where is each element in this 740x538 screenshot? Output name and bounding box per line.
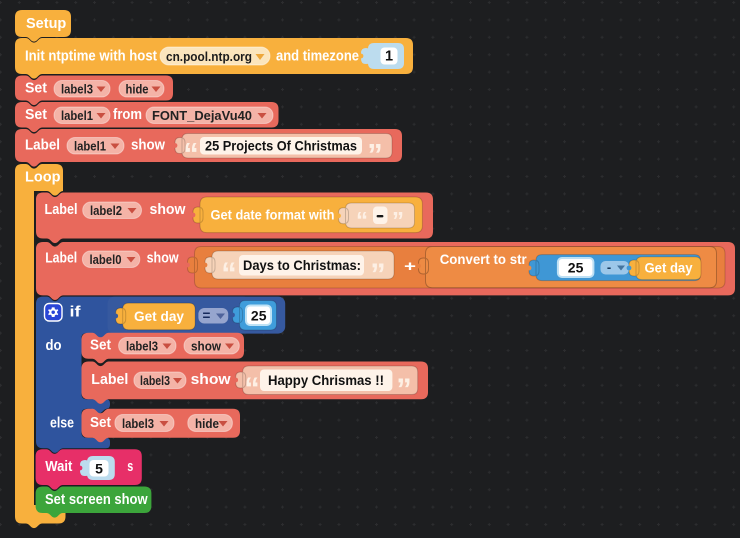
svg-text:do: do bbox=[46, 338, 62, 354]
svg-text:label1: label1 bbox=[74, 138, 106, 153]
svg-text:Set: Set bbox=[90, 415, 111, 431]
svg-text:show: show bbox=[191, 338, 222, 353]
svg-text:label3: label3 bbox=[126, 338, 158, 353]
svg-text:25 Projects Of Christmas: 25 Projects Of Christmas bbox=[205, 139, 357, 154]
svg-text:and timezone: and timezone bbox=[276, 49, 359, 65]
svg-text:1: 1 bbox=[385, 49, 393, 65]
svg-text:Wait: Wait bbox=[45, 459, 72, 475]
svg-text:”: ” bbox=[370, 257, 386, 292]
svg-text:if: if bbox=[70, 305, 81, 321]
svg-text:label0: label0 bbox=[90, 252, 122, 267]
svg-text:show: show bbox=[191, 372, 232, 388]
svg-text:Happy Chrismas !!: Happy Chrismas !! bbox=[268, 373, 384, 388]
svg-text:Label: Label bbox=[45, 202, 78, 218]
svg-text:from: from bbox=[113, 107, 142, 123]
svg-text:”: ” bbox=[396, 372, 412, 407]
svg-text:hide: hide bbox=[195, 416, 219, 431]
svg-text:”: ” bbox=[392, 208, 404, 235]
svg-text:Set screen show: Set screen show bbox=[45, 492, 148, 508]
svg-text:25: 25 bbox=[251, 308, 267, 324]
svg-text:label3: label3 bbox=[140, 373, 170, 388]
svg-text:Get day: Get day bbox=[645, 261, 693, 276]
svg-text:Setup: Setup bbox=[26, 16, 66, 32]
svg-text:”: ” bbox=[367, 137, 383, 172]
svg-text:“: “ bbox=[244, 371, 260, 406]
svg-text:show: show bbox=[131, 138, 166, 154]
svg-text:“: “ bbox=[183, 136, 199, 171]
svg-text:cn.pool.ntp.org: cn.pool.ntp.org bbox=[166, 49, 252, 64]
svg-text:else: else bbox=[50, 416, 74, 432]
svg-text:show: show bbox=[150, 202, 187, 218]
svg-text:Set: Set bbox=[25, 107, 47, 123]
svg-text:“: “ bbox=[221, 256, 237, 291]
svg-text:“: “ bbox=[356, 208, 368, 235]
svg-text:FONT_DejaVu40: FONT_DejaVu40 bbox=[152, 108, 252, 123]
svg-text:label3: label3 bbox=[122, 416, 154, 431]
svg-text:show: show bbox=[147, 251, 180, 267]
svg-text:25: 25 bbox=[568, 260, 584, 276]
svg-text:label3: label3 bbox=[61, 81, 93, 96]
svg-text:Convert to str: Convert to str bbox=[440, 252, 528, 267]
svg-text:Label: Label bbox=[91, 372, 128, 388]
svg-text:label1: label1 bbox=[61, 108, 93, 123]
svg-text:s: s bbox=[127, 459, 133, 475]
svg-text:Label: Label bbox=[45, 251, 77, 267]
svg-text:Set: Set bbox=[25, 81, 47, 97]
svg-text:Loop: Loop bbox=[25, 170, 61, 186]
svg-text:+: + bbox=[404, 258, 416, 275]
svg-text:Set: Set bbox=[90, 338, 111, 354]
svg-text:Label: Label bbox=[25, 138, 60, 154]
svg-text:Init ntptime with host: Init ntptime with host bbox=[25, 49, 157, 65]
svg-text:Get date format with: Get date format with bbox=[211, 208, 335, 223]
svg-text:label2: label2 bbox=[90, 203, 122, 218]
svg-text:Days to Christmas:: Days to Christmas: bbox=[243, 258, 361, 273]
svg-text:hide: hide bbox=[126, 81, 149, 96]
svg-text:Get day: Get day bbox=[134, 309, 184, 324]
svg-text:-: - bbox=[607, 260, 611, 275]
svg-text:5: 5 bbox=[95, 460, 103, 476]
svg-text:=: = bbox=[203, 308, 211, 323]
